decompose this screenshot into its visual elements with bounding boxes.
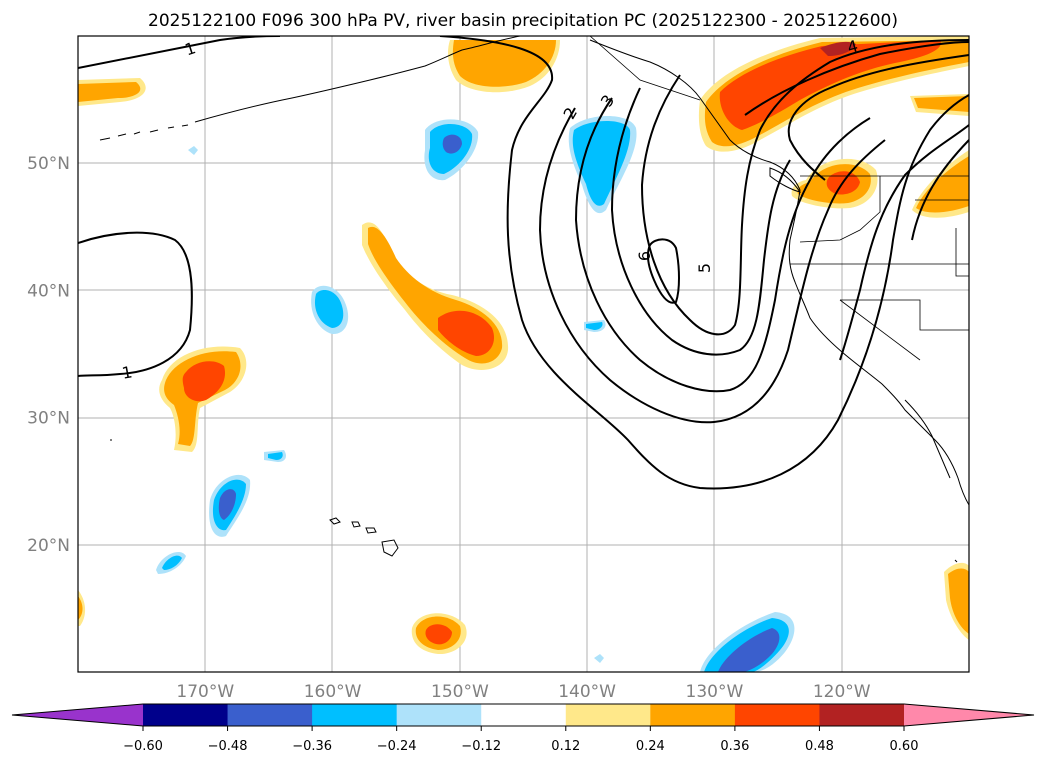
pv-contour-east-trough (787, 54, 969, 181)
pv-contour-far-east (911, 139, 969, 241)
colorbar-segment (650, 704, 736, 726)
nevada-line (839, 299, 921, 361)
pv-contour-1-west-loop (78, 231, 193, 377)
lon-tick-label: 150°W (431, 682, 489, 702)
contour-label-6: 6 (635, 251, 654, 261)
lon-tick-label: 160°W (304, 682, 362, 702)
negative-region-168w-23n (209, 474, 251, 537)
colorbar-tick-label: 0.24 (636, 739, 665, 754)
vancouver-island (769, 167, 802, 193)
gulf-of-alaska-coast (589, 39, 801, 191)
lon-tick-label: 140°W (558, 682, 616, 702)
aleutian-chain (99, 124, 189, 141)
lat-tick-label: 30°N (27, 409, 70, 429)
negative-region-173w-18n (156, 551, 186, 574)
colorbar-segment (396, 704, 482, 726)
coastlines (99, 36, 969, 563)
pv-contour-east-ridge (839, 124, 969, 361)
lon-tick-label: 130°W (686, 682, 744, 702)
positive-region-111w-47n (912, 150, 969, 218)
colorbar-segment (143, 704, 229, 726)
colorbar-tick-label: −0.12 (461, 739, 501, 754)
pv-contour-5 (640, 39, 969, 336)
contour-label-1-west: 1 (120, 362, 133, 382)
colorbar-extend-low (12, 704, 143, 726)
us-west-coast (788, 189, 969, 506)
negative-region-140w-49n (568, 116, 637, 214)
lon-tick-labels: 170°W 160°W 150°W 140°W 130°W 120°W (176, 682, 870, 702)
pv-contour-3 (574, 97, 871, 393)
lon-tick-label: 170°W (176, 682, 234, 702)
colorbar-tick-label: 0.36 (720, 739, 749, 754)
colorbar-segment (312, 704, 398, 726)
colorbar-segment (565, 704, 651, 726)
pv-contour-outer (439, 36, 969, 490)
alaska-coast (194, 36, 521, 123)
colorbar-segment (227, 704, 313, 726)
pv-contour-6 (646, 238, 680, 304)
hawaiian-islands (329, 517, 399, 557)
political-boundaries (589, 36, 969, 361)
north-pacific-islets (110, 439, 958, 563)
colorbar-segment (819, 704, 905, 726)
pv-contour-4-east (744, 41, 969, 116)
shaded-precip-anomalies (78, 36, 969, 672)
lat-tick-label: 50°N (27, 154, 70, 174)
state-lines (790, 176, 969, 331)
alaska-canada-border (589, 36, 701, 101)
negative-region-139w-37n (584, 320, 606, 332)
negative-speck-140w (594, 654, 604, 663)
positive-region-151w-13n (411, 613, 467, 655)
colorbar-segment (481, 704, 567, 726)
lat-tick-label: 20°N (27, 536, 70, 556)
map-frame (77, 35, 970, 673)
negative-region-127w-12n (700, 612, 795, 672)
lat-tick-labels: 50°N 40°N 30°N 20°N (27, 154, 70, 556)
positive-region-170w-33n (159, 346, 247, 452)
colorbar: −0.60 −0.48 −0.36 −0.24 −0.12 0.12 0.24 0.36 0.4… (11, 703, 1035, 754)
colorbar-tick-label: −0.48 (208, 739, 248, 754)
positive-region-178w-55n (78, 78, 146, 106)
colorbar-tick-label: 0.60 (890, 739, 919, 754)
colorbar-segment (734, 704, 820, 726)
pv-contour-2 (538, 107, 886, 424)
colorbar-extend-high (904, 704, 1034, 726)
lon-tick-label: 120°W (813, 682, 871, 702)
baja-peninsula (904, 399, 951, 479)
negative-speck-165w (188, 146, 198, 155)
pv-contour-inner-3 (610, 87, 791, 356)
map-panel: 1 1 2 3 4 5 6 (77, 35, 970, 673)
lat-tick-label: 40°N (27, 281, 70, 301)
negative-region-151w-51n (424, 119, 479, 181)
colorbar-tick-label: −0.24 (377, 739, 417, 754)
negative-region-165w-27n (264, 450, 286, 462)
colorbar-tick-label: −0.36 (292, 739, 332, 754)
positive-region-150w-37n (362, 222, 509, 370)
colorbar-tick-label: 0.48 (805, 739, 834, 754)
negative-region-160w-38n (311, 285, 349, 335)
contour-label-5: 5 (695, 263, 714, 273)
colorbar-tick-label: −0.60 (123, 739, 163, 754)
colorbar-tick-label: 0.12 (551, 739, 580, 754)
contour-label-4: 4 (845, 36, 860, 57)
chart-title: 2025122100 F096 300 hPa PV, river basin … (148, 11, 898, 31)
pv-contours (78, 36, 969, 490)
positive-region-111w-14n (78, 562, 969, 640)
